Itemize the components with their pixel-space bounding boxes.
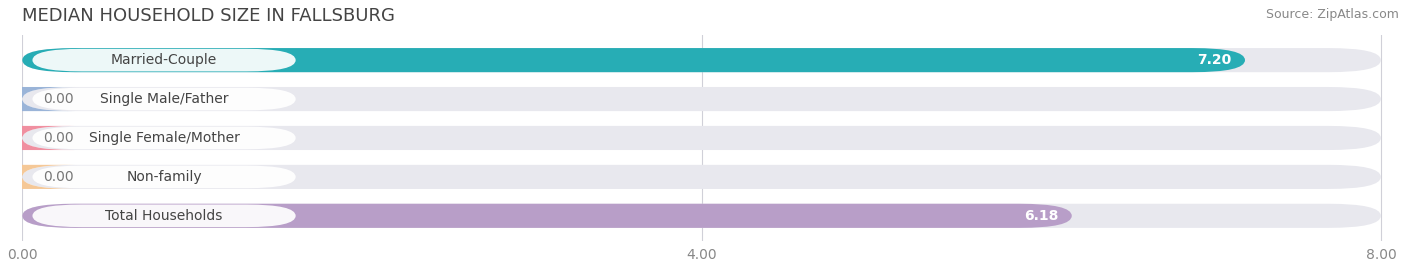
FancyBboxPatch shape: [32, 88, 295, 110]
FancyBboxPatch shape: [22, 48, 1246, 72]
Text: 0.00: 0.00: [42, 131, 73, 145]
Text: Married-Couple: Married-Couple: [111, 53, 217, 67]
FancyBboxPatch shape: [22, 87, 1381, 111]
Text: Single Male/Father: Single Male/Father: [100, 92, 228, 106]
Text: Source: ZipAtlas.com: Source: ZipAtlas.com: [1265, 8, 1399, 21]
FancyBboxPatch shape: [32, 204, 295, 227]
FancyBboxPatch shape: [0, 87, 75, 111]
Text: 7.20: 7.20: [1197, 53, 1232, 67]
FancyBboxPatch shape: [32, 127, 295, 149]
FancyBboxPatch shape: [22, 126, 1381, 150]
FancyBboxPatch shape: [22, 165, 1381, 189]
Text: Total Households: Total Households: [105, 209, 222, 223]
FancyBboxPatch shape: [32, 166, 295, 188]
FancyBboxPatch shape: [22, 204, 1071, 228]
FancyBboxPatch shape: [32, 49, 295, 71]
Text: 0.00: 0.00: [42, 92, 73, 106]
FancyBboxPatch shape: [22, 48, 1381, 72]
FancyBboxPatch shape: [0, 126, 75, 150]
FancyBboxPatch shape: [0, 165, 75, 189]
Text: Non-family: Non-family: [127, 170, 202, 184]
Text: 6.18: 6.18: [1024, 209, 1059, 223]
Text: Single Female/Mother: Single Female/Mother: [89, 131, 239, 145]
Text: MEDIAN HOUSEHOLD SIZE IN FALLSBURG: MEDIAN HOUSEHOLD SIZE IN FALLSBURG: [22, 7, 395, 25]
Text: 0.00: 0.00: [42, 170, 73, 184]
FancyBboxPatch shape: [22, 204, 1381, 228]
